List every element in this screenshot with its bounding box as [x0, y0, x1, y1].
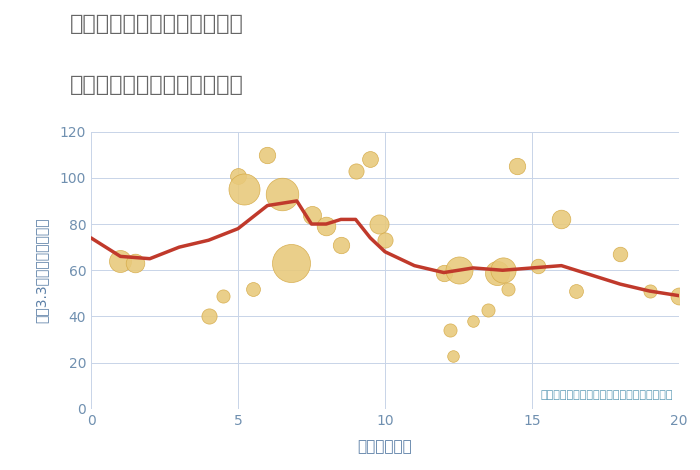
Point — [556, 216, 567, 223]
Point — [232, 172, 244, 179]
Text: 円の大きさは、取引のあった物件面積を示す: 円の大きさは、取引のあった物件面積を示す — [540, 390, 673, 400]
Point — [306, 211, 317, 219]
Point — [570, 287, 582, 295]
Point — [512, 163, 523, 170]
Point — [673, 292, 685, 299]
Point — [438, 269, 449, 276]
Point — [276, 190, 288, 198]
Y-axis label: 坪（3.3㎡）単価（万円）: 坪（3.3㎡）単価（万円） — [35, 218, 49, 323]
Point — [491, 269, 503, 276]
Point — [444, 327, 455, 334]
Point — [262, 151, 273, 158]
Point — [453, 266, 464, 274]
Point — [203, 313, 214, 320]
Point — [247, 285, 258, 292]
Point — [365, 156, 376, 163]
Point — [497, 266, 508, 274]
Point — [286, 259, 297, 267]
Point — [615, 251, 626, 258]
Point — [644, 287, 655, 295]
Point — [130, 259, 141, 267]
Point — [115, 257, 126, 265]
Point — [335, 241, 346, 249]
X-axis label: 駅距離（分）: 駅距離（分） — [358, 439, 412, 454]
Point — [503, 285, 514, 292]
Point — [447, 352, 458, 360]
Point — [218, 292, 229, 299]
Text: 駅距離別中古マンション価格: 駅距離別中古マンション価格 — [70, 75, 244, 95]
Point — [374, 220, 385, 228]
Point — [350, 167, 361, 175]
Text: 愛知県稲沢市平和町観音堂の: 愛知県稲沢市平和町観音堂の — [70, 14, 244, 34]
Point — [238, 186, 249, 193]
Point — [321, 223, 332, 230]
Point — [468, 317, 479, 325]
Point — [532, 262, 543, 269]
Point — [379, 236, 391, 244]
Point — [482, 306, 493, 313]
